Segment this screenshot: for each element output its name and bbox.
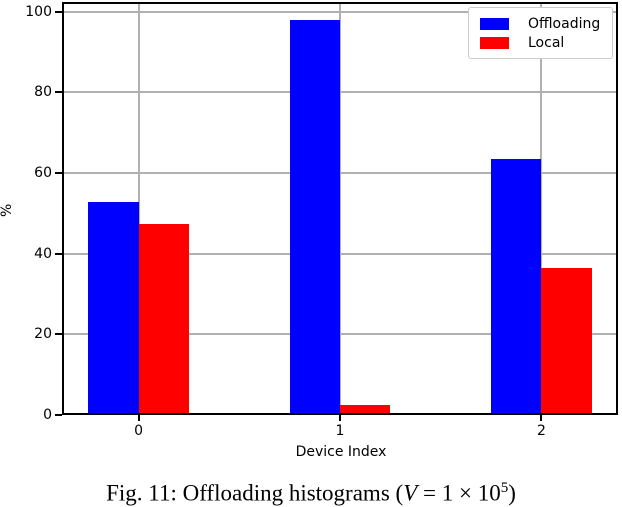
x-gridline xyxy=(540,2,543,415)
x-gridline xyxy=(339,2,341,415)
legend-swatch-offloading xyxy=(480,17,509,30)
legend-item: Local xyxy=(480,33,612,52)
x-tick-label: 1 xyxy=(335,423,345,439)
x-axis-tick xyxy=(339,415,341,421)
bar-local-0 xyxy=(138,224,189,415)
y-axis-label: % xyxy=(0,203,15,217)
plot-area xyxy=(62,2,618,415)
legend: Offloading Local xyxy=(468,7,613,59)
bar-offloading-0 xyxy=(88,202,139,415)
legend-label: Local xyxy=(528,34,565,51)
y-tick-label: 0 xyxy=(43,407,52,423)
x-gridline xyxy=(137,2,140,415)
x-tick-label: 2 xyxy=(536,423,546,439)
bar-offloading-2 xyxy=(491,158,542,415)
y-tick-label: 40 xyxy=(34,245,52,262)
y-tick-label: 60 xyxy=(34,165,52,181)
legend-swatch-local xyxy=(480,36,509,49)
y-axis-tick xyxy=(55,252,62,255)
x-axis-tick xyxy=(540,415,543,421)
y-tick-label: 100 xyxy=(25,3,52,20)
caption-prefix: Fig. 11: Offloading histograms ( xyxy=(106,480,404,506)
y-tick-label: 20 xyxy=(34,326,52,343)
bar-offloading-1 xyxy=(289,20,340,415)
caption-variable: V xyxy=(403,480,418,506)
caption-superscript: 5 xyxy=(500,480,509,496)
x-tick-label: 0 xyxy=(134,423,143,439)
y-axis-tick xyxy=(55,414,62,416)
caption-equation: = 1 × 10 xyxy=(417,480,501,506)
x-axis-label: Device Index xyxy=(295,444,387,460)
x-axis-tick xyxy=(137,415,140,421)
legend-label: Offloading xyxy=(528,15,601,32)
y-axis-tick xyxy=(55,333,62,336)
y-axis-tick xyxy=(55,10,62,13)
figure-caption: Fig. 11: Offloading histograms (V = 1 × … xyxy=(0,475,622,507)
y-tick-label: 80 xyxy=(34,84,52,101)
caption-suffix: ) xyxy=(508,480,516,506)
legend-item: Offloading xyxy=(480,14,612,33)
y-axis-tick xyxy=(55,172,62,174)
y-axis-tick xyxy=(55,91,62,94)
bar-local-2 xyxy=(541,268,592,415)
bar-local-1 xyxy=(340,404,391,415)
